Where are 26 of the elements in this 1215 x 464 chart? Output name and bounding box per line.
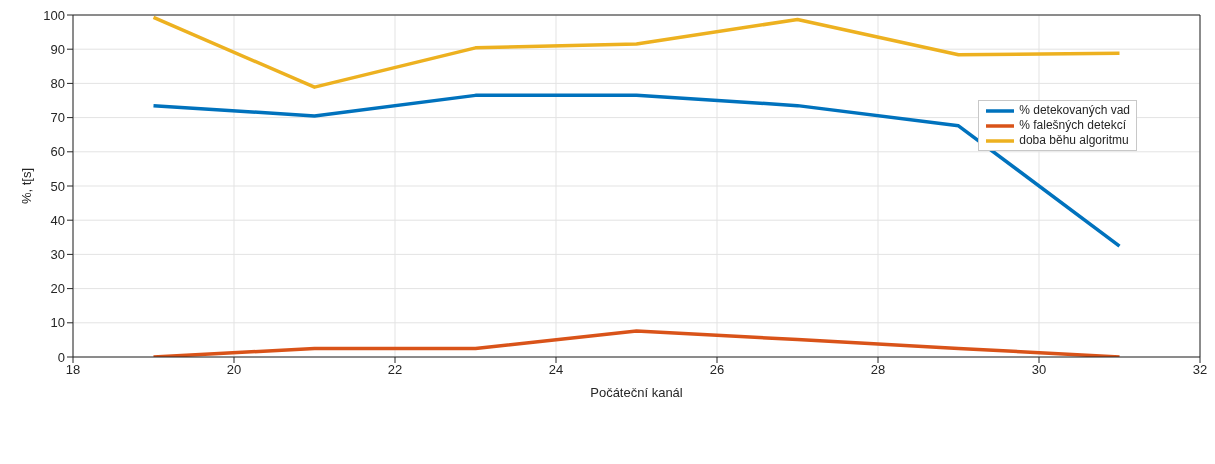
- y-tick-label: 100: [43, 7, 65, 23]
- x-tick-label: 22: [387, 362, 403, 378]
- y-tick-label: 80: [50, 76, 65, 92]
- y-tick-label: 40: [50, 212, 65, 228]
- y-tick-label: 70: [50, 110, 65, 126]
- y-axis-title: %, t[s]: [18, 167, 34, 205]
- x-tick-label: 18: [65, 362, 81, 378]
- y-tick-label: 60: [50, 144, 65, 160]
- x-axis-title: Počáteční kanál: [590, 385, 683, 400]
- x-tick-label: 28: [870, 362, 886, 378]
- legend-label: % falešných detekcí: [1019, 118, 1126, 133]
- y-tick-label: 10: [50, 315, 65, 331]
- x-tick-label: 30: [1031, 362, 1047, 378]
- y-tick-label: 30: [50, 247, 65, 263]
- y-tick-label: 0: [57, 349, 65, 365]
- x-tick-label: 32: [1192, 362, 1208, 378]
- y-tick-label: 90: [50, 41, 65, 57]
- y-tick-label: 20: [50, 281, 65, 297]
- line-series: [151, 15, 1122, 89]
- y-tick-label: 50: [50, 178, 65, 194]
- legend-label: % detekovaných vad: [1019, 103, 1130, 118]
- x-tick-label: 24: [548, 362, 564, 378]
- line-series: [151, 329, 1122, 357]
- x-tick-label: 26: [709, 362, 725, 378]
- x-tick-label: 20: [226, 362, 242, 378]
- legend-label: doba běhu algoritmu: [1019, 133, 1129, 148]
